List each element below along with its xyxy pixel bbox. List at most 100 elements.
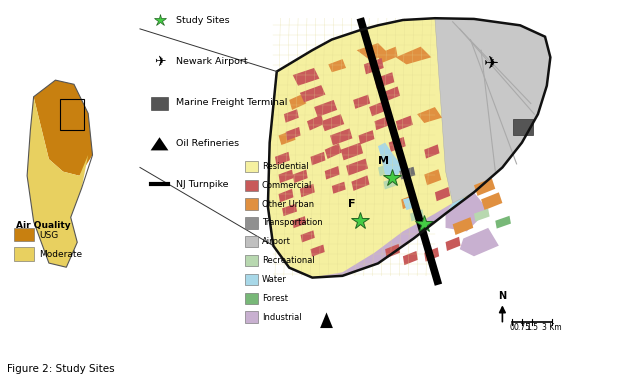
Polygon shape: [424, 248, 439, 262]
Polygon shape: [410, 209, 424, 222]
Polygon shape: [328, 59, 346, 72]
Bar: [14, 228, 34, 241]
Polygon shape: [396, 46, 431, 64]
Text: Air Quality: Air Quality: [16, 221, 71, 230]
Polygon shape: [292, 216, 307, 228]
Polygon shape: [389, 137, 406, 152]
Text: Water: Water: [262, 275, 287, 284]
Polygon shape: [353, 94, 370, 109]
Polygon shape: [396, 116, 413, 130]
Polygon shape: [495, 216, 511, 229]
Polygon shape: [278, 189, 293, 202]
Text: Oil Refineries: Oil Refineries: [176, 139, 239, 148]
Text: ✈: ✈: [154, 54, 165, 68]
Polygon shape: [332, 182, 346, 194]
Bar: [245, 293, 259, 304]
Text: L: L: [412, 202, 419, 212]
Polygon shape: [378, 143, 403, 178]
Polygon shape: [293, 68, 320, 86]
Polygon shape: [351, 175, 369, 191]
Text: ✈: ✈: [484, 56, 499, 73]
Polygon shape: [300, 230, 315, 242]
Polygon shape: [374, 72, 394, 88]
Polygon shape: [445, 19, 550, 214]
Polygon shape: [460, 228, 499, 256]
Bar: [245, 161, 259, 172]
Polygon shape: [435, 18, 550, 203]
Bar: [151, 97, 168, 110]
Text: Forest: Forest: [262, 294, 288, 303]
Text: Other Urban: Other Urban: [262, 200, 314, 209]
Polygon shape: [34, 80, 92, 176]
Polygon shape: [381, 87, 400, 102]
Polygon shape: [346, 159, 368, 176]
Polygon shape: [341, 143, 363, 160]
Text: Moderate: Moderate: [39, 250, 82, 259]
Bar: [245, 274, 259, 285]
Text: Industrial: Industrial: [262, 313, 302, 322]
Polygon shape: [321, 114, 345, 131]
Polygon shape: [378, 46, 397, 64]
Text: Transportation: Transportation: [262, 218, 323, 228]
Text: Study Sites: Study Sites: [176, 16, 229, 25]
Text: M: M: [378, 156, 389, 166]
Polygon shape: [300, 184, 315, 197]
Polygon shape: [435, 187, 450, 201]
Polygon shape: [27, 97, 88, 267]
Polygon shape: [307, 115, 324, 130]
Polygon shape: [364, 58, 384, 74]
Polygon shape: [151, 137, 168, 150]
Polygon shape: [445, 192, 488, 231]
Text: Commercial: Commercial: [262, 181, 312, 190]
Polygon shape: [282, 204, 297, 216]
Polygon shape: [385, 244, 400, 258]
Text: NJ Turnpike: NJ Turnpike: [176, 180, 228, 189]
Text: 1.5: 1.5: [526, 323, 538, 332]
Bar: [513, 119, 533, 135]
Text: Newark Airport: Newark Airport: [176, 57, 247, 66]
Polygon shape: [325, 143, 342, 159]
Text: 3 Km: 3 Km: [543, 323, 562, 332]
Polygon shape: [330, 129, 353, 146]
Polygon shape: [358, 130, 374, 144]
Polygon shape: [474, 178, 495, 196]
Polygon shape: [325, 166, 340, 180]
Bar: [245, 180, 259, 191]
Text: Residential: Residential: [262, 162, 308, 171]
Polygon shape: [474, 209, 490, 222]
Bar: [14, 248, 34, 261]
Polygon shape: [278, 170, 293, 183]
Polygon shape: [481, 192, 502, 210]
Bar: [245, 255, 259, 266]
Polygon shape: [289, 93, 307, 110]
Bar: [245, 311, 259, 323]
Text: 0: 0: [509, 323, 514, 332]
Polygon shape: [275, 152, 290, 165]
Polygon shape: [310, 245, 325, 257]
Bar: [245, 217, 259, 229]
Polygon shape: [278, 130, 295, 145]
Polygon shape: [314, 100, 337, 117]
Text: Figure 2: Study Sites: Figure 2: Study Sites: [7, 364, 115, 374]
Polygon shape: [417, 107, 442, 123]
Polygon shape: [383, 177, 397, 189]
Polygon shape: [357, 43, 389, 61]
Polygon shape: [268, 18, 550, 277]
Polygon shape: [293, 170, 308, 183]
Bar: [245, 236, 259, 247]
Polygon shape: [424, 169, 441, 185]
Polygon shape: [310, 152, 325, 165]
Polygon shape: [403, 251, 418, 265]
Text: Airport: Airport: [262, 237, 291, 246]
Polygon shape: [286, 127, 300, 141]
Polygon shape: [284, 109, 299, 123]
Polygon shape: [289, 203, 453, 277]
Text: F: F: [348, 198, 356, 209]
Bar: [245, 198, 259, 210]
Text: USG: USG: [39, 231, 59, 240]
Polygon shape: [320, 313, 333, 328]
Text: Recreational: Recreational: [262, 256, 315, 265]
Polygon shape: [424, 144, 439, 159]
Polygon shape: [403, 197, 417, 210]
Text: Marine Freight Terminal: Marine Freight Terminal: [176, 98, 287, 107]
